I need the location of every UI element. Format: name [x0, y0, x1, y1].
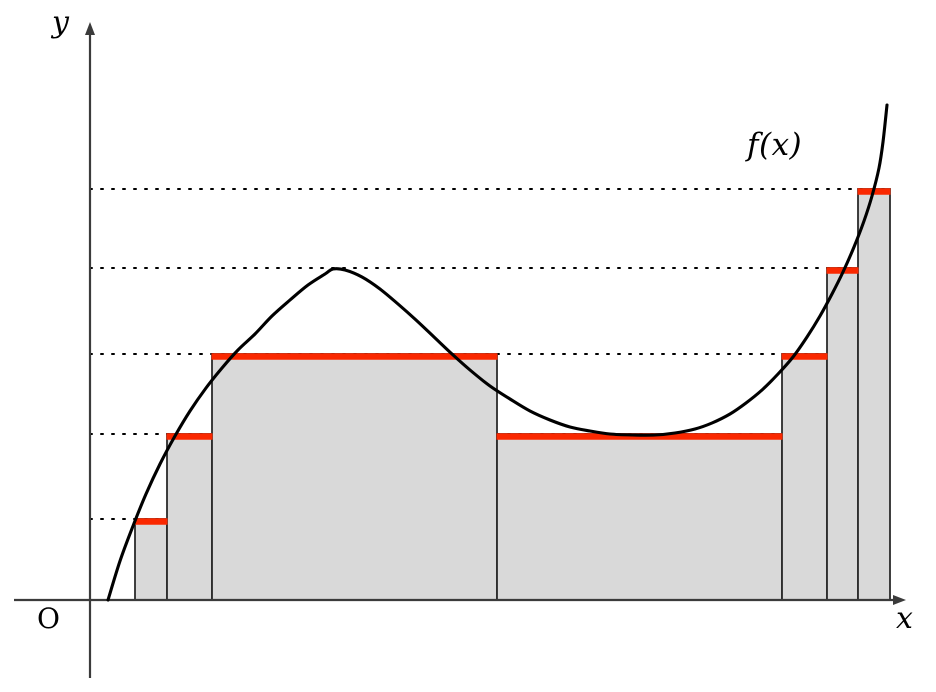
partition-rectangle: [826, 267, 859, 601]
partition-rectangle: [134, 518, 168, 601]
partition-rectangle: [211, 353, 498, 601]
axes-group: [14, 22, 906, 678]
partition-rectangle: [781, 353, 828, 601]
y-axis-arrowhead: [85, 22, 95, 35]
partition-rectangle: [857, 188, 891, 601]
partition-rectangle: [496, 433, 783, 601]
y-axis-label: y: [52, 5, 69, 40]
x-axis-label: x: [896, 601, 913, 636]
x-axis-arrowhead: [893, 595, 906, 605]
rectangle-group: [134, 188, 891, 601]
function-curve: [106, 103, 889, 602]
origin-label: O: [37, 602, 60, 635]
partition-rectangle: [166, 433, 213, 601]
function-label: f(x): [747, 127, 803, 163]
